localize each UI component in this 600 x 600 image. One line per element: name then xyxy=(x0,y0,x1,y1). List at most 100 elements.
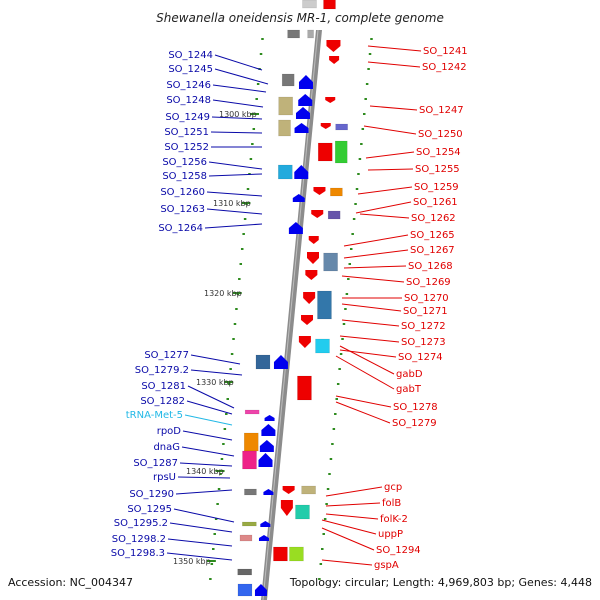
tick-mark xyxy=(246,188,250,190)
gene-label[interactable]: SO_1267 xyxy=(410,245,455,256)
gene-arrow-forward xyxy=(260,521,271,527)
gene-label[interactable]: SO_1264 xyxy=(158,223,203,234)
gene-label[interactable]: SO_1287 xyxy=(133,458,178,469)
gene-box xyxy=(242,521,257,527)
gene-label[interactable]: SO_1295 xyxy=(127,504,172,515)
gene-label[interactable]: gcp xyxy=(384,482,402,493)
tick-mark xyxy=(239,263,243,265)
gene-label[interactable]: SO_1290 xyxy=(129,489,174,500)
gene-label[interactable]: SO_1281 xyxy=(141,381,186,392)
label-connector xyxy=(190,354,241,365)
label-connector xyxy=(212,84,267,93)
tick-mark xyxy=(368,53,372,55)
gene-label[interactable]: SO_1247 xyxy=(419,105,464,116)
gene-label[interactable]: SO_1252 xyxy=(164,142,209,153)
gene-label[interactable]: SO_1262 xyxy=(411,213,456,224)
gene-label[interactable]: SO_1278 xyxy=(393,402,438,413)
gene-label[interactable]: SO_1259 xyxy=(414,182,459,193)
gene-label[interactable]: SO_1268 xyxy=(408,261,453,272)
position-tick xyxy=(232,292,242,294)
gene-label[interactable]: SO_1255 xyxy=(415,164,460,175)
gene-label[interactable]: SO_1282 xyxy=(140,396,185,407)
gene-label[interactable]: SO_1263 xyxy=(160,204,205,215)
gene-label[interactable]: SO_1270 xyxy=(404,293,449,304)
gene-label[interactable]: gabT xyxy=(396,384,422,395)
left-gene-labels: SO_1244 SO_1245 SO_1246 SO_1248 SO_1249 … xyxy=(111,50,213,559)
gene-label[interactable]: SO_1251 xyxy=(164,127,209,138)
gene-label[interactable]: SO_1269 xyxy=(406,277,451,288)
position-label: 1310 kbp xyxy=(213,199,251,208)
label-connector xyxy=(204,223,263,229)
accession-text: Accession: NC_004347 xyxy=(8,576,133,589)
gene-label[interactable]: SO_1271 xyxy=(403,306,448,317)
gene-label[interactable]: SO_1248 xyxy=(166,95,211,106)
gene-label[interactable]: uppP xyxy=(378,529,403,540)
label-connector xyxy=(321,527,375,551)
tick-mark xyxy=(319,563,323,565)
tick-mark xyxy=(243,218,247,220)
gene-box xyxy=(255,354,271,370)
gene-label[interactable]: SO_1242 xyxy=(422,62,467,73)
tick-mark xyxy=(235,308,238,310)
gene-label[interactable]: gabD xyxy=(396,369,423,380)
gene-box xyxy=(327,210,341,220)
gene-label[interactable]: folB xyxy=(382,498,401,509)
gene-label[interactable]: SO_1256 xyxy=(162,157,207,168)
gene-label[interactable]: SO_1261 xyxy=(413,197,458,208)
gene-arrow-reverse xyxy=(320,123,331,129)
tick-mark xyxy=(249,158,253,160)
gene-label[interactable]: SO_1260 xyxy=(160,187,205,198)
gene-label[interactable]: rpoD xyxy=(157,426,182,437)
label-connector xyxy=(335,401,391,424)
gene-box xyxy=(289,546,304,562)
gene-label[interactable]: SO_1279 xyxy=(392,418,437,429)
tick-mark xyxy=(251,143,254,145)
gene-arrow-forward xyxy=(294,165,309,179)
gene-label[interactable]: SO_1250 xyxy=(418,129,463,140)
gene-label[interactable]: SO_1244 xyxy=(168,50,213,61)
gene-label[interactable]: SO_1295.2 xyxy=(114,518,168,529)
gene-label[interactable]: SO_1274 xyxy=(398,352,443,363)
gene-label[interactable]: SO_1241 xyxy=(423,46,468,57)
gene-label[interactable]: SO_1298.2 xyxy=(112,534,166,545)
gene-label[interactable]: folK-2 xyxy=(380,514,408,525)
gene-label[interactable]: SO_1279.2 xyxy=(135,365,189,376)
label-connector xyxy=(186,400,233,415)
label-connector xyxy=(212,99,264,108)
genome-title: Shewanella oneidensis MR-1, complete gen… xyxy=(156,11,444,25)
label-connector xyxy=(182,430,233,441)
right-gene-labels: SO_1241 SO_1242 SO_1247 SO_1250 SO_1254 … xyxy=(374,46,468,571)
gene-label[interactable]: SO_1254 xyxy=(416,147,461,158)
tick-mark xyxy=(252,128,256,130)
tick-mark xyxy=(328,473,331,475)
gene-label[interactable]: SO_1277 xyxy=(144,350,189,361)
gene-label[interactable]: SO_1272 xyxy=(401,321,446,332)
label-connector xyxy=(206,191,263,197)
gene-label[interactable]: SO_1294 xyxy=(376,545,421,556)
gene-label[interactable]: rpsU xyxy=(153,472,176,483)
label-connector xyxy=(175,489,233,495)
tick-mark xyxy=(256,83,260,85)
label-connector xyxy=(190,369,243,376)
gene-label[interactable]: SO_1246 xyxy=(166,80,211,91)
gene-label[interactable]: SO_1298.3 xyxy=(111,548,165,559)
label-connector xyxy=(343,265,407,269)
gene-label[interactable]: SO_1249 xyxy=(165,112,210,123)
gene-label[interactable]: SO_1273 xyxy=(401,337,446,348)
gene-label[interactable]: SO_1245 xyxy=(168,64,213,75)
tick-mark xyxy=(242,233,245,235)
tick-mark xyxy=(255,98,258,100)
label-connector xyxy=(367,45,422,52)
gene-label[interactable]: gspA xyxy=(374,560,399,571)
position-tick xyxy=(215,470,225,472)
gene-box xyxy=(273,546,288,562)
gene-label[interactable]: tRNA-Met-5 xyxy=(126,410,183,421)
gene-features xyxy=(237,0,348,597)
tick-mark xyxy=(212,548,215,550)
gene-label[interactable]: dnaG xyxy=(153,442,180,453)
label-connector xyxy=(179,462,233,467)
gene-label[interactable]: SO_1265 xyxy=(410,230,455,241)
label-connector xyxy=(210,131,263,134)
label-connector xyxy=(177,476,231,479)
gene-label[interactable]: SO_1258 xyxy=(162,171,207,182)
